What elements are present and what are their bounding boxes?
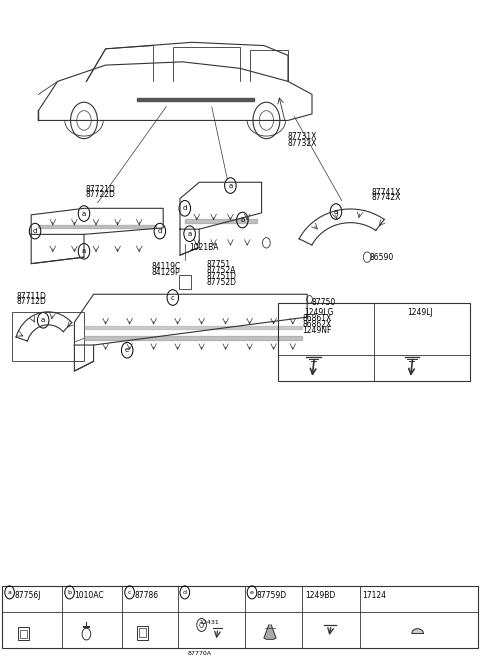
Text: 1249NF: 1249NF	[302, 326, 332, 335]
Text: 1021BA: 1021BA	[189, 243, 219, 252]
Text: a: a	[8, 590, 12, 595]
Text: a: a	[82, 211, 86, 216]
Bar	[278, 302, 470, 381]
Text: d: d	[183, 590, 187, 595]
Text: 87721D: 87721D	[86, 185, 116, 194]
Polygon shape	[412, 628, 423, 634]
Text: d: d	[182, 205, 187, 211]
Text: 17124: 17124	[362, 591, 386, 600]
Text: a: a	[82, 248, 86, 255]
Circle shape	[307, 296, 312, 303]
Text: 87786: 87786	[134, 591, 158, 600]
Text: 87759D: 87759D	[257, 591, 287, 600]
Bar	[20, 630, 27, 638]
Text: 1249BD: 1249BD	[305, 591, 335, 600]
Text: 86861X: 86861X	[302, 314, 332, 323]
Polygon shape	[185, 219, 257, 222]
Text: 87752D: 87752D	[206, 278, 236, 287]
Text: 84129P: 84129P	[151, 268, 180, 277]
Text: 1249LG: 1249LG	[304, 308, 334, 317]
Bar	[139, 628, 146, 638]
Bar	[137, 626, 148, 640]
Bar	[2, 586, 478, 647]
Text: 87712D: 87712D	[16, 297, 46, 306]
Polygon shape	[84, 325, 302, 329]
Text: c: c	[171, 295, 175, 300]
Text: 87752A: 87752A	[206, 266, 236, 276]
Polygon shape	[84, 336, 302, 340]
Text: 86862X: 86862X	[302, 320, 332, 329]
Text: a: a	[228, 182, 232, 188]
Text: d: d	[33, 228, 37, 234]
Text: b: b	[240, 217, 245, 223]
Text: b: b	[68, 590, 72, 595]
Text: a: a	[41, 318, 45, 323]
Text: 12431: 12431	[199, 620, 219, 625]
Text: e: e	[125, 347, 129, 353]
Text: 87732X: 87732X	[288, 138, 317, 148]
Polygon shape	[38, 224, 156, 228]
Text: 87742X: 87742X	[372, 193, 401, 202]
Text: 86590: 86590	[370, 253, 394, 262]
Bar	[18, 627, 29, 640]
Text: 1010AC: 1010AC	[74, 591, 104, 600]
Bar	[12, 312, 84, 361]
Polygon shape	[264, 625, 276, 640]
Text: 87770A: 87770A	[187, 651, 211, 656]
Text: 84119C: 84119C	[151, 262, 180, 271]
Text: 87750: 87750	[312, 298, 336, 306]
Text: 87741X: 87741X	[372, 188, 401, 197]
Text: a: a	[334, 209, 338, 215]
Text: 1249LJ: 1249LJ	[407, 308, 433, 317]
Text: d: d	[157, 228, 162, 234]
Text: 87722D: 87722D	[86, 190, 116, 199]
Text: a: a	[188, 231, 192, 237]
Text: 87751D: 87751D	[206, 272, 236, 281]
Text: 87751: 87751	[206, 260, 230, 270]
Text: 87731X: 87731X	[288, 132, 317, 141]
Bar	[179, 275, 191, 289]
Text: 87756J: 87756J	[14, 591, 41, 600]
Text: 87711D: 87711D	[16, 292, 46, 300]
Text: e: e	[250, 590, 254, 595]
Text: c: c	[128, 590, 132, 595]
Polygon shape	[137, 98, 254, 101]
